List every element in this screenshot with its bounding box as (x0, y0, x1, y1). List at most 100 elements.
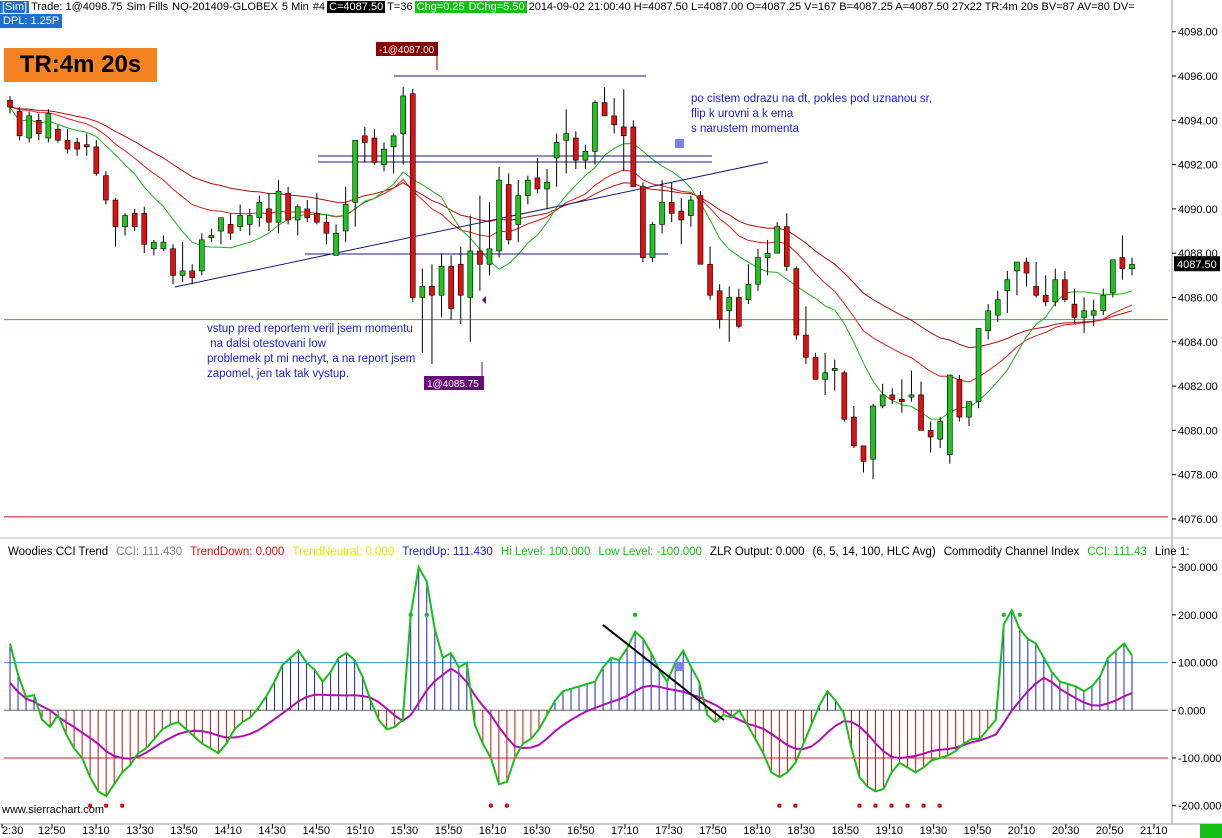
candle-down (783, 226, 790, 267)
price-tick-label: 4094.00 (1178, 115, 1218, 127)
candle-down (716, 290, 723, 320)
time-tick-label: 17:10 (611, 825, 639, 837)
time-tick-label: 20:50 (1096, 825, 1124, 837)
candle-down (64, 139, 71, 150)
candle-down (304, 208, 311, 219)
candle-up (525, 179, 531, 196)
candle-up (198, 239, 205, 272)
legend-params: (6, 5, 14, 100, HLC Avg) (812, 546, 936, 558)
candle-down (35, 120, 42, 134)
cci-note-square-icon (675, 662, 684, 671)
candle-up (937, 421, 944, 440)
candle-down (927, 430, 934, 438)
candle-up (467, 250, 474, 298)
candle-down (668, 201, 675, 214)
candle-up (1081, 310, 1087, 318)
candle-up (400, 95, 406, 134)
candle-down (74, 142, 80, 150)
candle-down (131, 213, 138, 227)
candle-up (544, 182, 550, 190)
candle-up (515, 195, 522, 225)
time-tick-label: 14:50 (302, 825, 330, 837)
candle-up (208, 235, 215, 238)
candle-up (1100, 294, 1107, 312)
candle-down (7, 100, 13, 108)
candle-down (227, 224, 234, 234)
candle-up (486, 248, 493, 265)
candle-up (160, 241, 167, 250)
candle-down (640, 186, 646, 258)
candle-up (218, 217, 224, 232)
legend-zlr: ZLR Output: 0.000 (709, 546, 805, 558)
trend-dot-down (120, 803, 125, 808)
candle-up (831, 368, 838, 371)
time-tick-label: 17:50 (699, 825, 727, 837)
candle-up (879, 394, 886, 407)
legend-trend-neutral: TrendNeutral: 0.000 (292, 546, 395, 558)
cci-tick-label: -100.000 (1178, 753, 1221, 765)
candle-up (419, 286, 426, 298)
candle-up (390, 135, 397, 148)
indicator-legend: Woodies CCI Trend CCI: 111.430 TrendDown: … (8, 545, 1197, 559)
candle-down (736, 297, 742, 327)
candle-up (985, 310, 991, 331)
time-tick-label: 15:50 (435, 825, 463, 837)
time-tick-label: 12:50 (38, 825, 66, 837)
candle-up (726, 297, 733, 312)
note-square-icon (675, 139, 684, 148)
candle-up (755, 257, 761, 285)
candle-up (381, 148, 387, 165)
price-tick-label: 4080.00 (1178, 425, 1218, 437)
candle-down (1062, 279, 1068, 300)
candle-down (1023, 261, 1030, 274)
bar-stats: 2014-09-02 21:00:40 H=4087.50 L=4087.00 … (528, 1, 1135, 13)
candle-up (582, 151, 589, 161)
legend-low-level: Low Level: -100.000 (598, 546, 702, 558)
trend-dot-up (1017, 612, 1022, 618)
candle-up (659, 201, 665, 225)
time-tick-label: 20:10 (1008, 825, 1036, 837)
price-tick-label: 4076.00 (1178, 514, 1218, 526)
candle-down (83, 144, 90, 148)
candle-up (246, 215, 253, 225)
candle-up (179, 270, 186, 276)
candle-down (362, 135, 368, 143)
trend-dot-down (793, 803, 798, 808)
timeframe: 5 Min (281, 1, 309, 13)
price-tick-label: 4092.00 (1178, 160, 1218, 172)
chart-header: [Sim] Trade: 1@4098.75 Sim Fills NQ-201409-… (0, 0, 1172, 14)
candle-up (333, 232, 339, 256)
candle-up (1110, 259, 1116, 294)
time-remaining-badge: TR:4m 20s (4, 48, 157, 82)
candle-up (1004, 279, 1011, 292)
price-tick-label: 4084.00 (1178, 337, 1218, 349)
candle-down (697, 195, 704, 265)
current-price-label: 4087.50 (1177, 259, 1217, 271)
price-tick-label: 4090.00 (1178, 204, 1218, 216)
candle-up (764, 252, 771, 258)
time-tick-label: 15:30 (391, 825, 419, 837)
cci-slow-line (9, 667, 1133, 760)
price-tick-label: 4098.00 (1178, 27, 1218, 39)
candle-up (870, 405, 876, 460)
candle-up (1014, 261, 1020, 272)
time-tick-label: 13:10 (82, 825, 110, 837)
trend-dot-up (408, 612, 413, 618)
time-tick-label: 15:10 (347, 825, 375, 837)
trend-dot-down (488, 803, 494, 808)
candle-down (1119, 257, 1126, 269)
time-tick-label: 13:50 (170, 825, 198, 837)
candle-down (285, 193, 291, 221)
legend-line1: Line 1: (1154, 546, 1190, 558)
legend-study2: Commodity Channel Index (943, 546, 1080, 558)
candle-down (620, 126, 627, 137)
candle-down (93, 146, 100, 174)
cci-divergence-line (602, 624, 725, 721)
time-tick-label: 16:50 (567, 825, 595, 837)
candle-up (908, 394, 915, 398)
candle-up (1052, 279, 1059, 303)
candle-up (122, 215, 128, 227)
legend-hi-level: Hi Level: 100.000 (500, 546, 591, 558)
